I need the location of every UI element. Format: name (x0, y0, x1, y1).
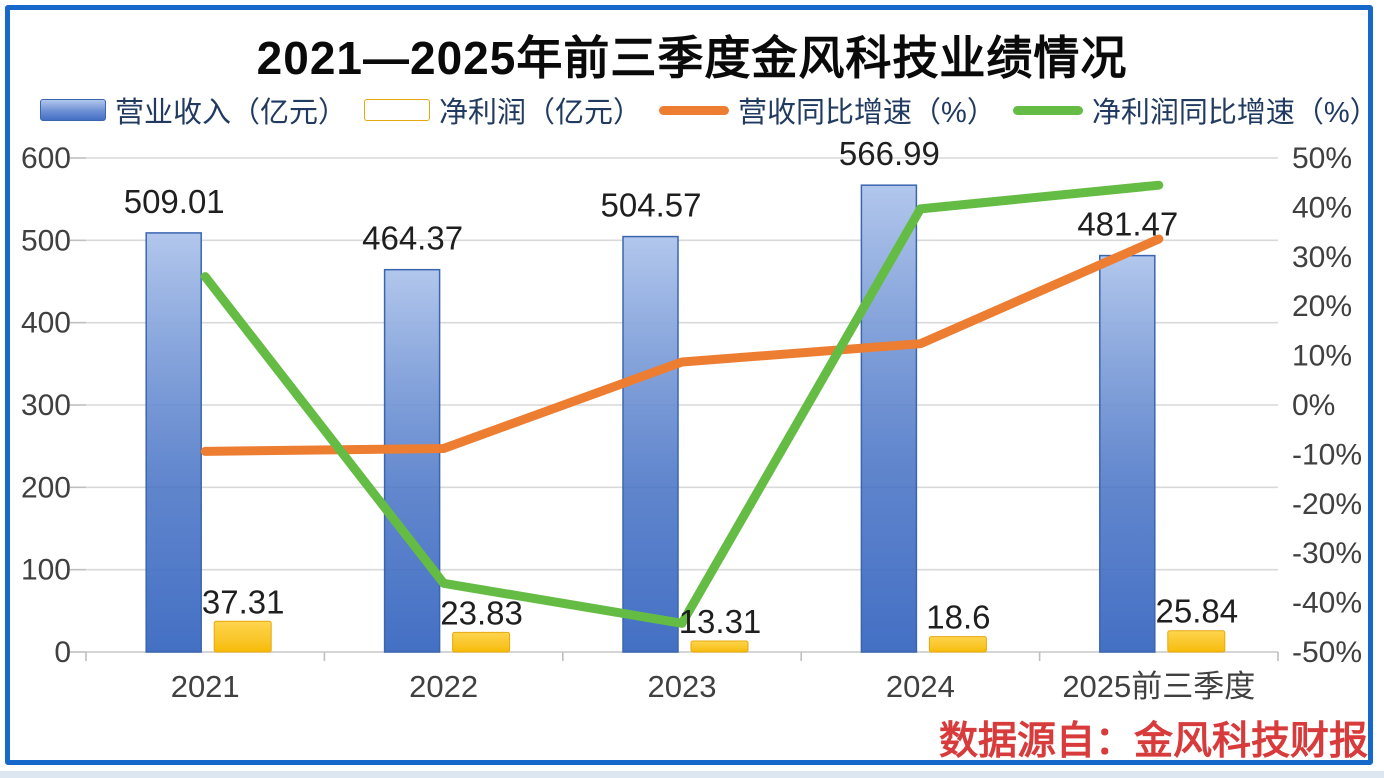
revenue-bar-swatch-icon (40, 99, 106, 121)
legend: 营业收入（亿元） 净利润（亿元） 营收同比增速（%） 净利润同比增速（%） (40, 89, 1379, 131)
net-profit-bar-2023 (690, 640, 749, 653)
left-axis-labels: 600 500 400 300 200 100 0 (21, 142, 71, 669)
net-profit-value-label-2021: 37.31 (202, 583, 285, 620)
x-axis-label-2023: 2023 (648, 669, 717, 704)
profit-growth-line (200, 180, 1164, 628)
bottom-strip (0, 771, 1384, 778)
right-axis-label: 30% (1292, 241, 1352, 274)
legend-item-net-profit: 净利润（亿元） (364, 89, 642, 131)
revenue-value-label-2023: 504.57 (601, 187, 702, 224)
right-axis-label: -30% (1292, 537, 1362, 570)
net-profit-bar-2024 (928, 636, 987, 653)
net-profit-value-label-2023: 13.31 (679, 603, 762, 640)
revenue-bar-2021 (145, 232, 202, 653)
right-axis-label: 50% (1292, 142, 1352, 175)
revenue-value-label-2021: 509.01 (124, 183, 225, 220)
legend-label-net-profit: 净利润（亿元） (439, 97, 643, 129)
net-profit-bars (213, 620, 1226, 653)
left-axis-label: 0 (54, 636, 71, 669)
revenue-growth-line (200, 234, 1164, 456)
legend-label-revenue-growth: 营收同比增速（%） (738, 97, 996, 129)
revenue-value-label-2024: 566.99 (839, 135, 940, 172)
legend-label-revenue: 营业收入（亿元） (115, 97, 348, 129)
net-profit-value-label-2024: 18.6 (926, 599, 990, 636)
net-profit-value-label-2025前三季度: 25.84 (1156, 593, 1239, 630)
legend-label-profit-growth: 净利润同比增速（%） (1091, 97, 1379, 129)
right-axis-label: -40% (1292, 587, 1362, 620)
x-axis-label-2025前三季度: 2025前三季度 (1062, 669, 1255, 704)
right-axis-label: 0% (1292, 389, 1335, 422)
revenue-bar-2025前三季度 (1099, 254, 1156, 653)
right-axis-label: -50% (1292, 636, 1362, 669)
x-axis-label-2022: 2022 (409, 669, 478, 704)
left-axis-label: 600 (21, 142, 71, 175)
legend-item-revenue: 营业收入（亿元） (40, 89, 347, 131)
left-axis-label: 500 (21, 224, 71, 257)
revenue-growth-line-swatch-icon (659, 105, 730, 115)
net-profit-bar-2025前三季度 (1167, 630, 1226, 653)
x-axis-labels: 2021 2022 2023 2024 2025前三季度 (171, 669, 1256, 704)
left-axis-label: 400 (21, 307, 71, 340)
gridlines (70, 157, 1279, 661)
net-profit-value-label-2022: 23.83 (440, 594, 523, 631)
revenue-value-label-2025前三季度: 481.47 (1077, 206, 1178, 243)
bar-value-labels: 509.01 464.37 504.57 566.99 481.47 37.31 23.83… (124, 135, 1238, 640)
right-axis-label: 10% (1292, 340, 1352, 373)
revenue-bar-2022 (383, 268, 441, 653)
profit-growth-line-swatch-icon (1012, 105, 1083, 115)
x-axis-label-2024: 2024 (886, 669, 955, 704)
right-axis-label: -20% (1292, 488, 1362, 521)
left-axis-label: 300 (21, 389, 71, 422)
right-axis-label: -10% (1292, 438, 1362, 471)
left-axis-label: 200 (21, 471, 71, 504)
x-axis-label-2021: 2021 (171, 669, 240, 704)
left-axis-label: 100 (21, 554, 71, 587)
right-axis-label: 40% (1292, 191, 1352, 224)
net-profit-bar-swatch-icon (364, 99, 431, 121)
legend-item-profit-growth: 净利润同比增速（%） (1012, 89, 1379, 131)
net-profit-bar-2021 (213, 620, 272, 653)
revenue-bar-2023 (622, 235, 679, 653)
revenue-bars (145, 184, 1156, 653)
legend-item-revenue-growth: 营收同比增速（%） (659, 89, 996, 131)
chart-title: 2021—2025年前三季度金风科技业绩情况 (256, 32, 1128, 84)
right-axis-label: 20% (1292, 290, 1352, 323)
right-axis-labels: 50% 40% 30% 20% 10% 0% -10% -20% -30% -40% -50% (1292, 142, 1362, 669)
revenue-value-label-2022: 464.37 (362, 220, 463, 257)
data-source-note: 数据源自：金风科技财报 (938, 720, 1368, 763)
net-profit-bar-2022 (452, 631, 511, 653)
